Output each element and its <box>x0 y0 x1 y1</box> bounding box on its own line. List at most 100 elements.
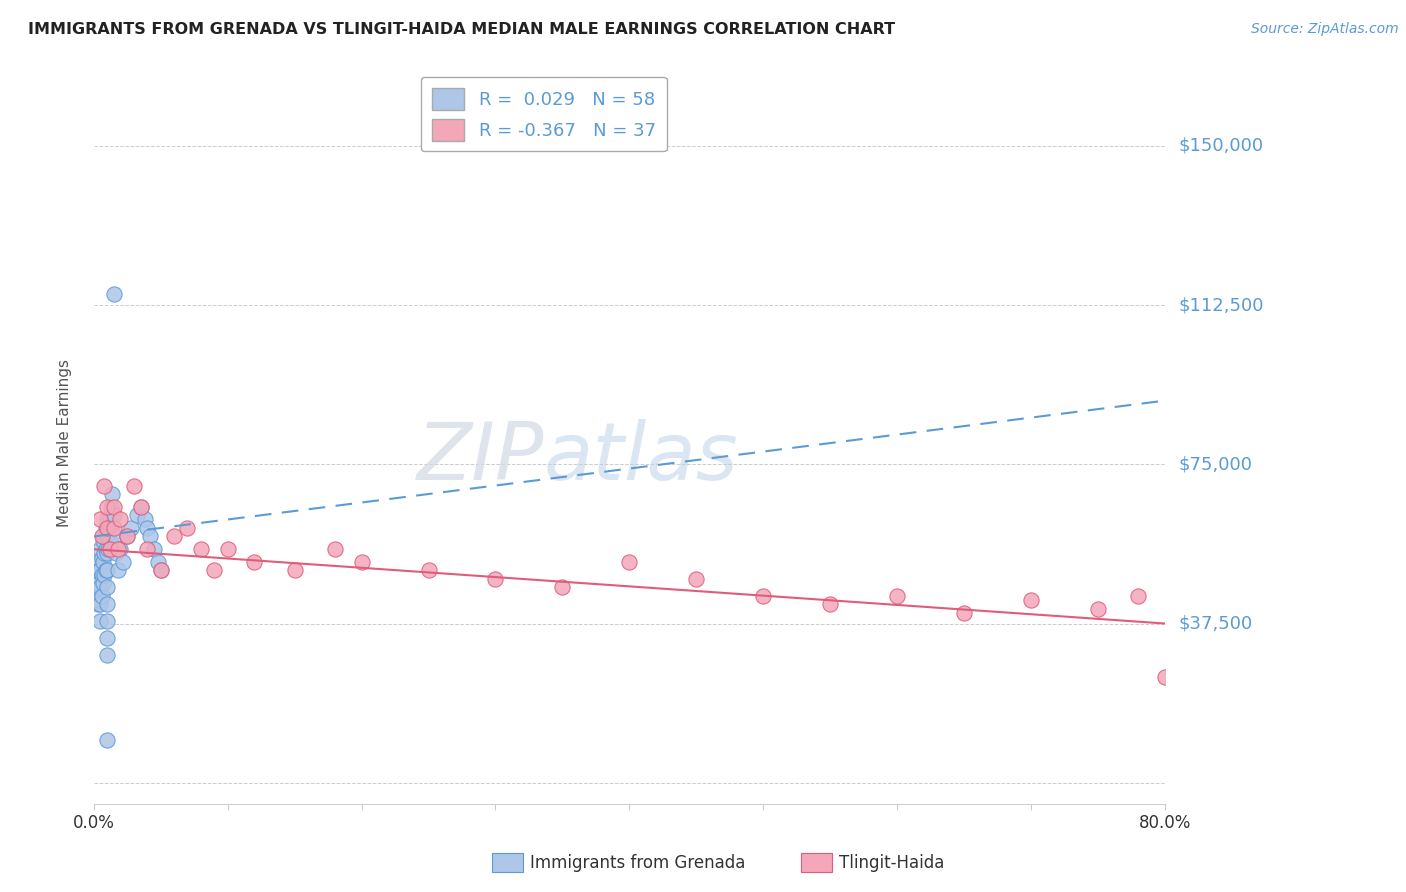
Point <box>93 529 115 543</box>
Point <box>143 542 166 557</box>
Point <box>90 529 112 543</box>
Point <box>96 598 118 612</box>
Point <box>94 564 117 578</box>
Point <box>98 533 121 548</box>
Point <box>96 632 118 646</box>
Point <box>115 529 138 543</box>
Point <box>146 555 169 569</box>
Point <box>1154 670 1177 684</box>
Text: Tlingit-Haida: Tlingit-Haida <box>839 854 945 871</box>
Point <box>91 555 114 569</box>
Text: Immigrants from Grenada: Immigrants from Grenada <box>530 854 745 871</box>
Point <box>752 589 775 603</box>
Point <box>107 542 129 557</box>
Point <box>125 508 148 523</box>
Point <box>163 529 186 543</box>
Point <box>953 606 976 620</box>
Point <box>350 555 373 569</box>
Point <box>105 546 128 560</box>
Point <box>418 564 440 578</box>
Point <box>284 564 307 578</box>
Text: Source: ZipAtlas.com: Source: ZipAtlas.com <box>1251 22 1399 37</box>
Point <box>87 593 110 607</box>
Point <box>129 500 152 514</box>
Point <box>243 555 266 569</box>
Text: IMMIGRANTS FROM GRENADA VS TLINGIT-HAIDA MEDIAN MALE EARNINGS CORRELATION CHART: IMMIGRANTS FROM GRENADA VS TLINGIT-HAIDA… <box>28 22 896 37</box>
Point <box>110 542 132 557</box>
Point <box>107 564 129 578</box>
Point <box>104 529 127 543</box>
Point <box>89 564 111 578</box>
Text: ZIP: ZIP <box>416 418 544 497</box>
Point <box>96 615 118 629</box>
Point <box>87 584 110 599</box>
Point <box>122 478 145 492</box>
Point <box>139 529 162 543</box>
Text: $112,500: $112,500 <box>1180 296 1264 314</box>
Point <box>91 533 114 548</box>
Point <box>89 615 111 629</box>
Point <box>149 564 172 578</box>
Point <box>97 521 120 535</box>
Point <box>129 500 152 514</box>
Text: $37,500: $37,500 <box>1180 615 1253 632</box>
Point <box>87 576 110 591</box>
Point <box>98 542 121 557</box>
Legend: R =  0.029   N = 58, R = -0.367   N = 37: R = 0.029 N = 58, R = -0.367 N = 37 <box>420 77 666 152</box>
Y-axis label: Median Male Earnings: Median Male Earnings <box>58 359 72 527</box>
Point <box>217 542 239 557</box>
Point <box>89 598 111 612</box>
Point <box>103 287 125 301</box>
Point <box>96 529 118 543</box>
Point <box>100 500 122 514</box>
Point <box>96 500 118 514</box>
Point <box>90 567 112 582</box>
Point <box>886 589 908 603</box>
Point <box>100 521 122 535</box>
Point <box>103 508 125 523</box>
Text: atlas: atlas <box>544 418 738 497</box>
Point <box>96 521 118 535</box>
Point <box>91 576 114 591</box>
Point <box>551 581 574 595</box>
Point <box>87 564 110 578</box>
Point <box>87 572 110 586</box>
Point <box>93 478 115 492</box>
Point <box>96 648 118 663</box>
Point <box>103 521 125 535</box>
Point <box>93 546 115 560</box>
Point <box>1128 589 1150 603</box>
Point <box>89 581 111 595</box>
Point <box>96 546 118 560</box>
Point <box>94 521 117 535</box>
Point <box>87 555 110 569</box>
Point <box>136 542 159 557</box>
Point <box>103 500 125 514</box>
Point <box>820 598 842 612</box>
Point <box>110 512 132 526</box>
Point <box>136 521 159 535</box>
Point <box>149 564 172 578</box>
Point <box>87 598 110 612</box>
Point <box>484 572 506 586</box>
Point <box>120 521 142 535</box>
Point <box>619 555 641 569</box>
Point <box>89 542 111 557</box>
Point <box>1087 601 1109 615</box>
Point <box>94 542 117 557</box>
Point <box>685 572 707 586</box>
Point <box>93 567 115 582</box>
Point <box>112 555 135 569</box>
Point <box>323 542 346 557</box>
Point <box>98 512 121 526</box>
Text: $150,000: $150,000 <box>1180 136 1264 155</box>
Point <box>96 581 118 595</box>
Point <box>96 733 118 747</box>
Text: $75,000: $75,000 <box>1180 455 1253 474</box>
Point <box>115 529 138 543</box>
Point <box>1019 593 1042 607</box>
Point <box>90 589 112 603</box>
Point <box>96 512 118 526</box>
Point <box>202 564 225 578</box>
Point <box>89 512 111 526</box>
